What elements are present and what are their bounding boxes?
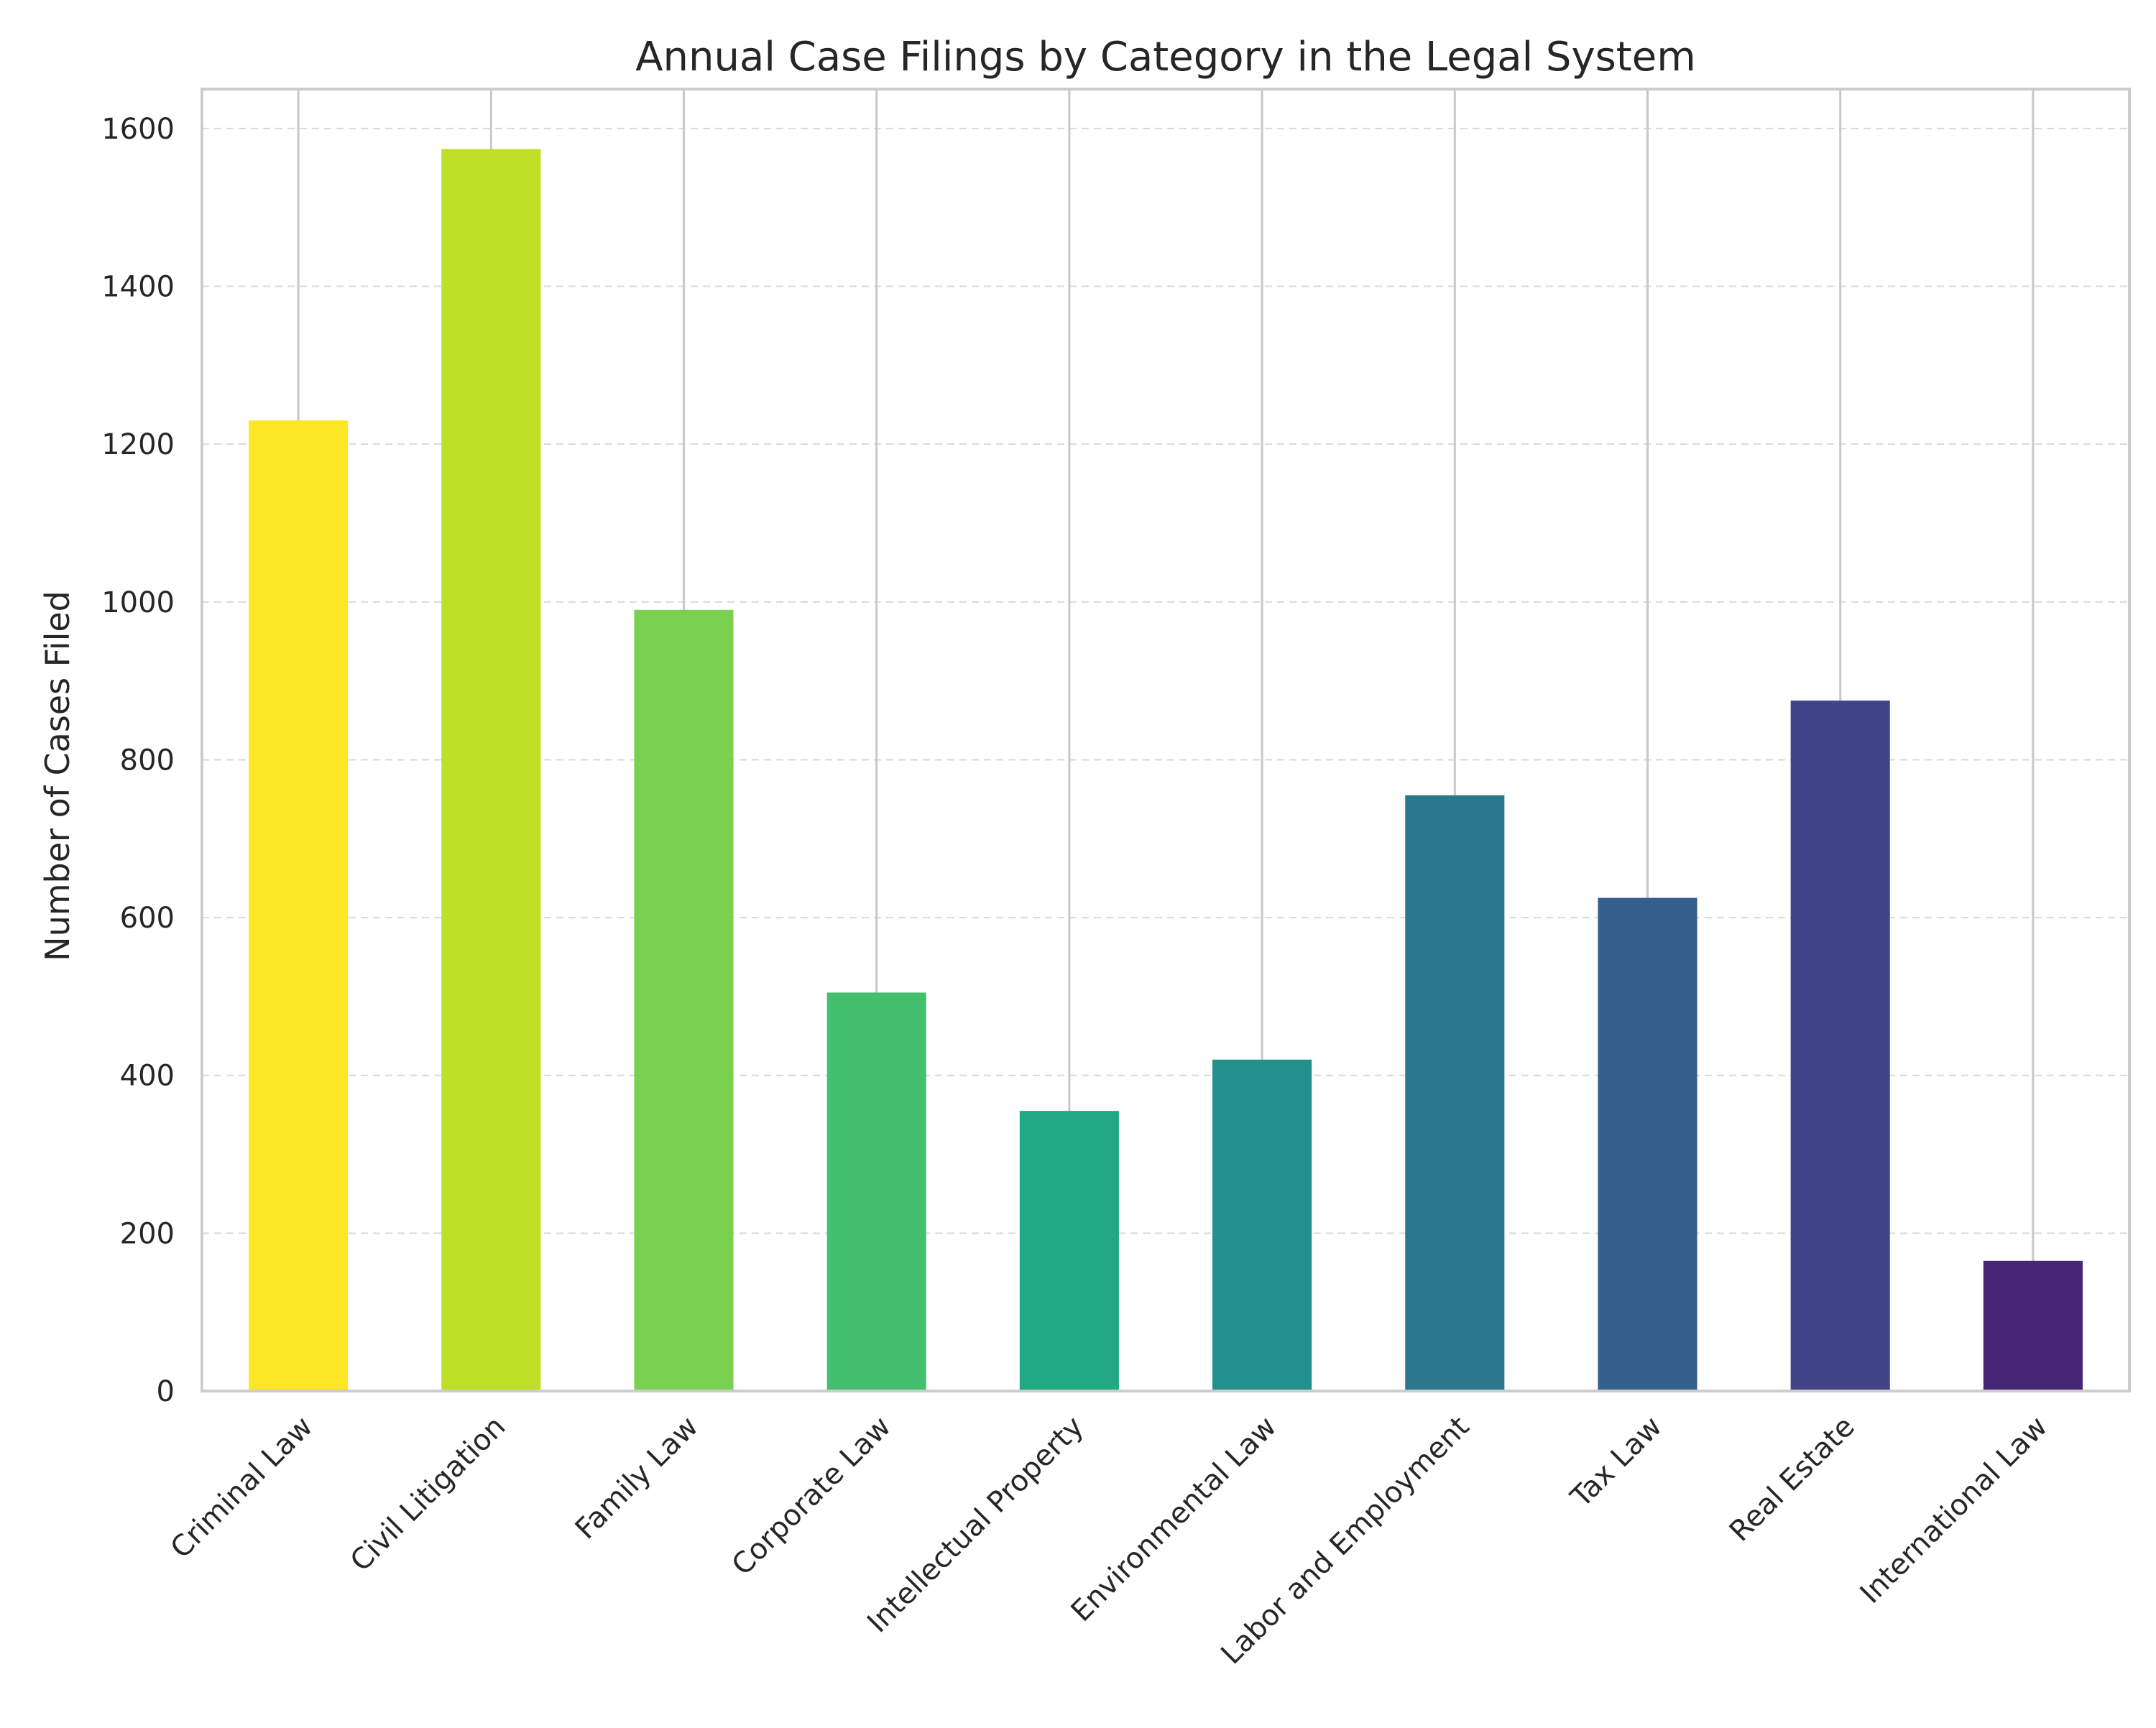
y-tick-label: 0 [157, 1375, 175, 1408]
y-tick-label: 1200 [101, 428, 175, 461]
y-tick-label: 200 [120, 1217, 175, 1250]
chart-title: Annual Case Filings by Category in the L… [635, 34, 1696, 80]
y-tick-label: 600 [120, 902, 175, 935]
bar-tax-law [1598, 898, 1697, 1391]
bar-civil-litigation [441, 149, 540, 1391]
bar-criminal-law [249, 420, 348, 1391]
y-tick-label: 800 [120, 744, 175, 777]
y-axis-label: Number of Cases Filed [38, 591, 77, 961]
bar-environmental-law [1212, 1060, 1312, 1391]
y-tick-label: 1400 [101, 271, 175, 304]
bar-international-law [1984, 1261, 2083, 1391]
y-tick-label: 1600 [101, 113, 175, 146]
bar-intellectual-property [1020, 1111, 1119, 1391]
bar-family-law [634, 610, 733, 1391]
bar-corporate-law [827, 992, 926, 1391]
y-tick-label: 400 [120, 1060, 175, 1093]
bar-real-estate [1791, 701, 1890, 1391]
y-tick-label: 1000 [101, 586, 175, 619]
bar-labor-and-employment [1405, 795, 1504, 1391]
